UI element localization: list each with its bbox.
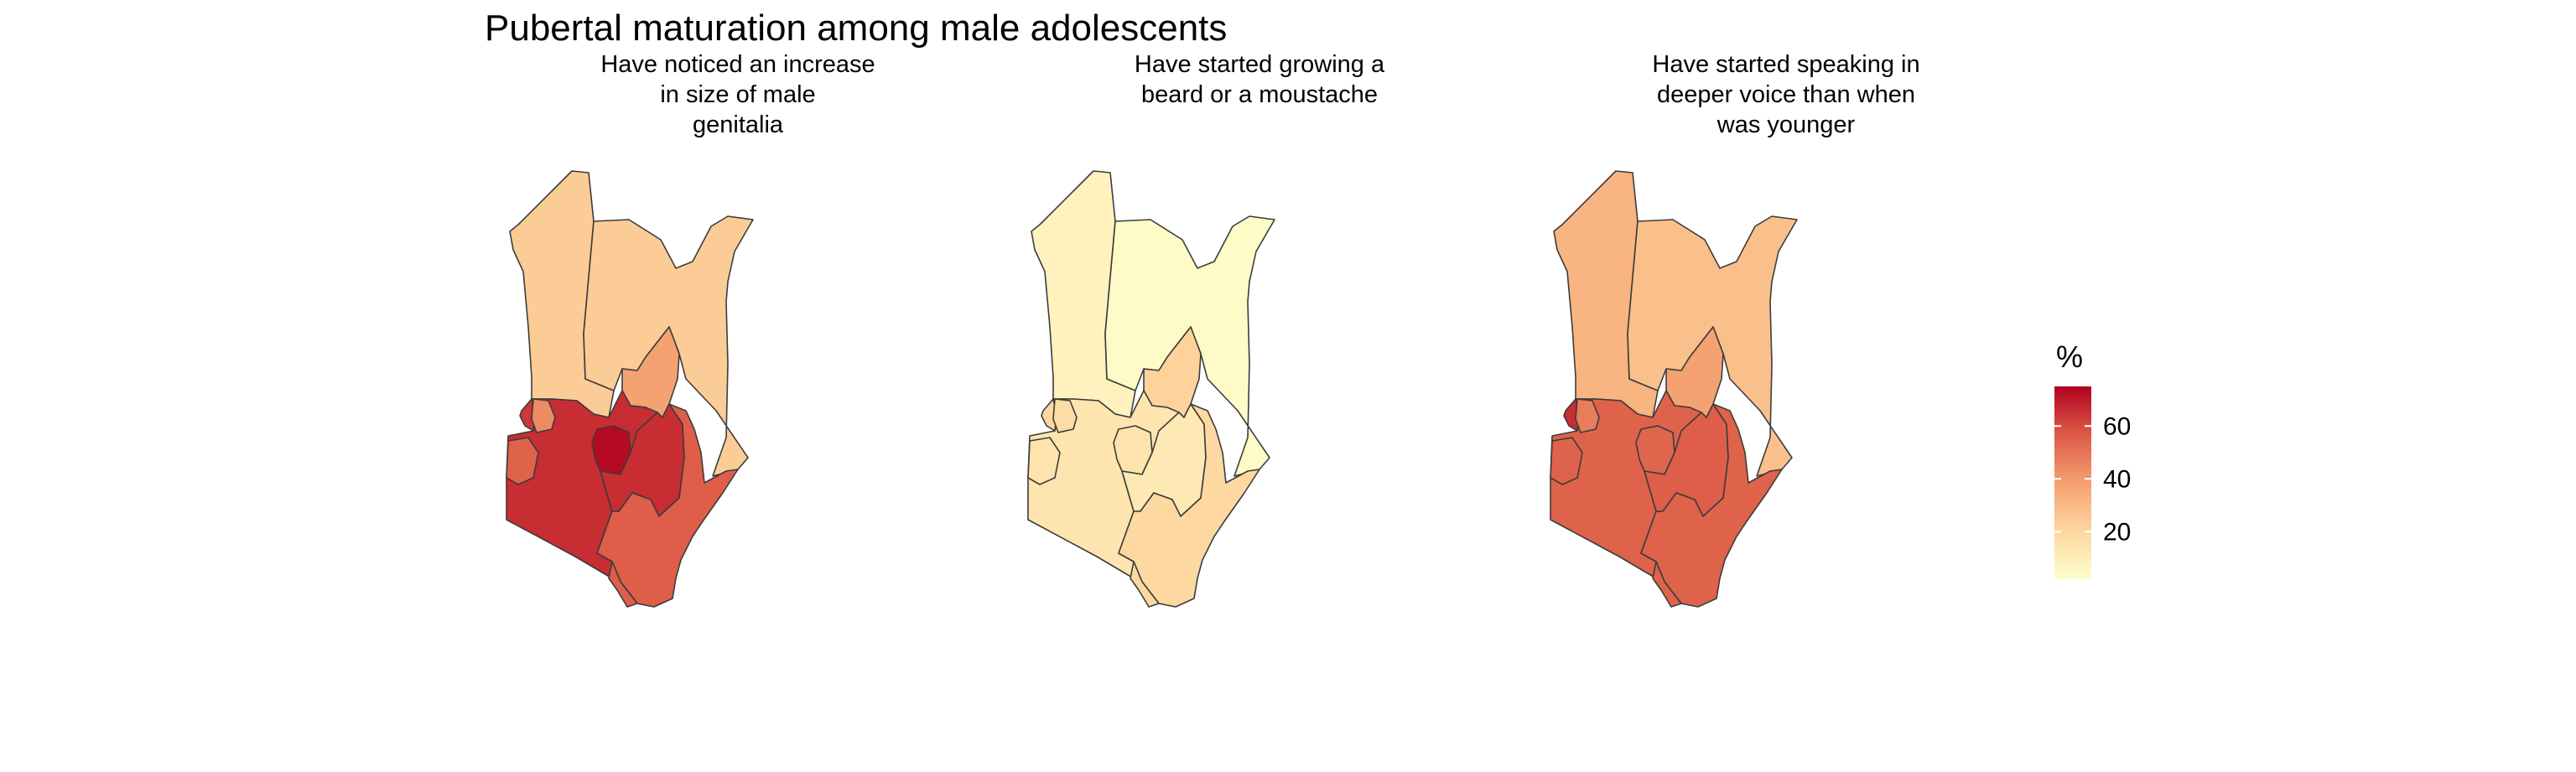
- region-nyanza-b: [1027, 437, 1061, 485]
- region-coast: [596, 403, 739, 608]
- region-western: [519, 398, 536, 432]
- panel-title-line: Have started speaking in: [1652, 51, 1919, 78]
- legend-tick-label: 40: [2103, 465, 2131, 493]
- region-coast-south: [1130, 561, 1160, 608]
- legend-ticks: 20 40 60: [2054, 412, 2131, 546]
- region-nyanza-b: [506, 437, 539, 485]
- panel-title-line: deeper voice than when: [1657, 81, 1915, 108]
- legend-tick-label: 60: [2103, 412, 2131, 440]
- legend-tick-label: 20: [2103, 518, 2131, 546]
- kenya-map: [1027, 170, 1275, 608]
- panel-title-line: Have noticed an increase: [600, 51, 875, 78]
- map-panel-2: Have started growing a beard or a moustac…: [1027, 51, 1385, 608]
- panel-title-line: genitalia: [693, 111, 784, 138]
- region-nyanza-a: [1052, 398, 1078, 433]
- legend-title: %: [2056, 339, 2083, 374]
- map-panel-1: Have noticed an increase in size of male g…: [506, 51, 875, 608]
- chart-title: Pubertal maturation among male adolescen…: [485, 8, 1227, 49]
- panel-title-line: Have started growing a: [1135, 51, 1385, 78]
- region-coast-south: [608, 561, 638, 608]
- region-coast-south: [1652, 561, 1682, 608]
- kenya-map: [506, 170, 754, 608]
- region-coast: [1640, 403, 1783, 608]
- legend: % 20 40 60: [2054, 339, 2131, 579]
- region-nyanza-a: [531, 398, 556, 433]
- panel-title-line: was younger: [1716, 111, 1856, 138]
- map-panels: Have noticed an increase in size of male g…: [506, 51, 1920, 608]
- region-western: [1563, 398, 1580, 432]
- region-coast: [1118, 403, 1260, 608]
- region-nyanza-b: [1550, 437, 1583, 485]
- panel-title-line: in size of male: [660, 81, 815, 108]
- map-panel-3: Have started speaking in deeper voice tha…: [1550, 51, 1920, 608]
- legend-colorbar: [2054, 386, 2091, 579]
- region-western: [1041, 398, 1057, 432]
- region-nyanza-a: [1575, 398, 1600, 433]
- kenya-map: [1550, 170, 1798, 608]
- panel-title-line: beard or a moustache: [1141, 81, 1378, 108]
